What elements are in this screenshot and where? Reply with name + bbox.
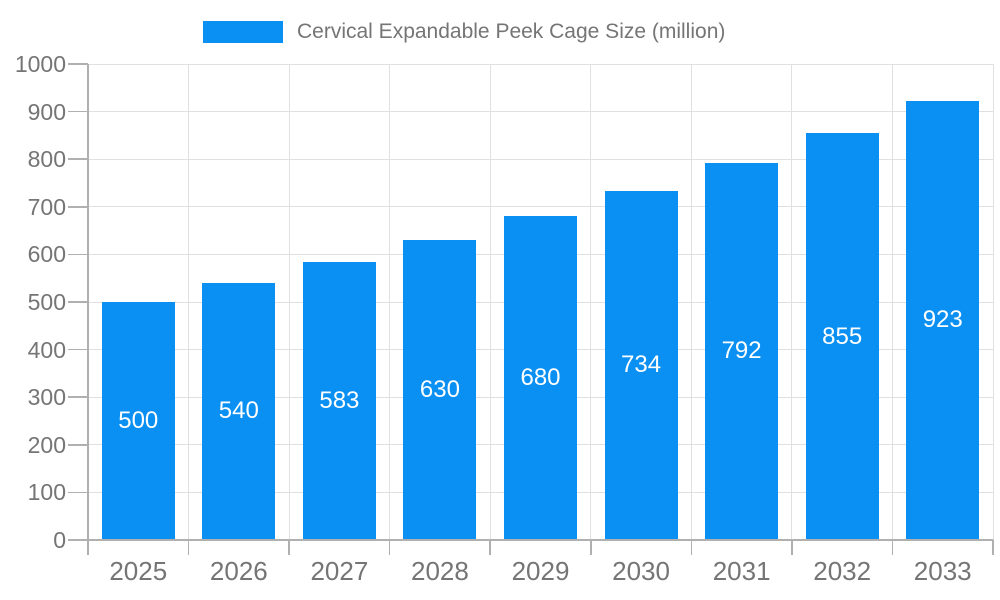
y-tick <box>68 63 88 65</box>
y-tick <box>68 348 88 351</box>
bar-value-label: 792 <box>721 337 762 365</box>
bar-value-label: 500 <box>118 407 159 434</box>
y-axis-label: 100 <box>27 479 66 506</box>
x-gridline <box>188 64 190 540</box>
x-tick <box>590 540 592 555</box>
x-axis-label-2028: 2028 <box>411 556 469 586</box>
y-gridline <box>88 158 993 160</box>
y-axis-label: 400 <box>27 336 66 363</box>
legend-label: Cervical Expandable Peek Cage Size (mill… <box>297 20 726 43</box>
y-tick <box>68 539 88 541</box>
x-axis-label-2029: 2029 <box>511 556 570 586</box>
bar-2026[interactable]: 540 <box>202 282 276 540</box>
bar-value-label: 923 <box>922 306 963 334</box>
y-tick <box>68 110 88 113</box>
x-gridline <box>489 64 491 540</box>
x-tick <box>690 540 693 555</box>
y-tick <box>68 301 88 303</box>
y-gridline <box>88 111 993 113</box>
bar-value-label: 855 <box>822 322 863 350</box>
y-axis-line <box>87 64 89 540</box>
x-axis-label-2031: 2031 <box>712 556 771 586</box>
x-axis-label-2030: 2030 <box>612 556 670 586</box>
y-axis-label: 200 <box>27 431 66 458</box>
x-axis-label-2033: 2033 <box>913 556 972 586</box>
x-gridline <box>992 64 994 540</box>
bar-2030[interactable]: 734 <box>604 190 678 540</box>
y-tick <box>68 491 88 494</box>
x-tick <box>791 540 793 555</box>
bar-2025[interactable]: 500 <box>101 302 175 540</box>
x-tick <box>87 540 89 555</box>
bar-value-label: 630 <box>419 376 460 404</box>
x-axis-label-2032: 2032 <box>813 556 872 586</box>
y-axis-label: 700 <box>27 193 66 220</box>
x-gridline <box>891 64 893 540</box>
bar-2029[interactable]: 680 <box>504 216 577 540</box>
bar-2028[interactable]: 630 <box>403 240 477 540</box>
x-axis-label-2027: 2027 <box>310 556 369 586</box>
x-gridline <box>791 64 793 540</box>
bar-2031[interactable]: 792 <box>705 163 779 540</box>
y-axis-label: 600 <box>27 241 66 268</box>
x-gridline <box>690 64 692 540</box>
x-gridline <box>389 64 391 540</box>
y-gridline <box>88 206 993 208</box>
x-tick <box>187 540 190 555</box>
x-tick <box>992 540 994 555</box>
y-axis-label: 300 <box>27 384 66 411</box>
y-tick <box>68 444 88 446</box>
x-tick <box>388 540 391 555</box>
bar-2027[interactable]: 583 <box>302 262 376 540</box>
x-axis-label-2025: 2025 <box>109 556 168 586</box>
y-axis-label: 1000 <box>14 51 66 77</box>
x-tick <box>489 540 491 555</box>
y-tick <box>68 396 88 398</box>
x-gridline <box>590 64 592 540</box>
x-tick <box>891 540 894 555</box>
bar-value-label: 734 <box>621 351 662 379</box>
y-tick <box>68 253 88 256</box>
x-tick <box>288 540 290 555</box>
x-axis-line <box>88 539 993 541</box>
bar-value-label: 680 <box>520 364 561 392</box>
y-axis-label: 800 <box>27 146 66 173</box>
y-axis-label: 900 <box>27 98 66 125</box>
y-gridline <box>88 63 993 65</box>
bar-value-label: 583 <box>319 387 360 415</box>
x-gridline <box>288 64 290 540</box>
y-tick <box>68 158 88 160</box>
bar-2032[interactable]: 855 <box>805 133 879 540</box>
y-axis-label: 0 <box>53 527 66 553</box>
bar-value-label: 540 <box>218 397 259 425</box>
y-axis-label: 500 <box>27 289 66 315</box>
y-tick <box>68 206 88 208</box>
legend-item[interactable]: Cervical Expandable Peek Cage Size (mill… <box>203 21 725 43</box>
legend-swatch <box>203 21 283 43</box>
x-axis-label-2026: 2026 <box>209 556 268 586</box>
bar-2033[interactable]: 923 <box>906 100 980 540</box>
